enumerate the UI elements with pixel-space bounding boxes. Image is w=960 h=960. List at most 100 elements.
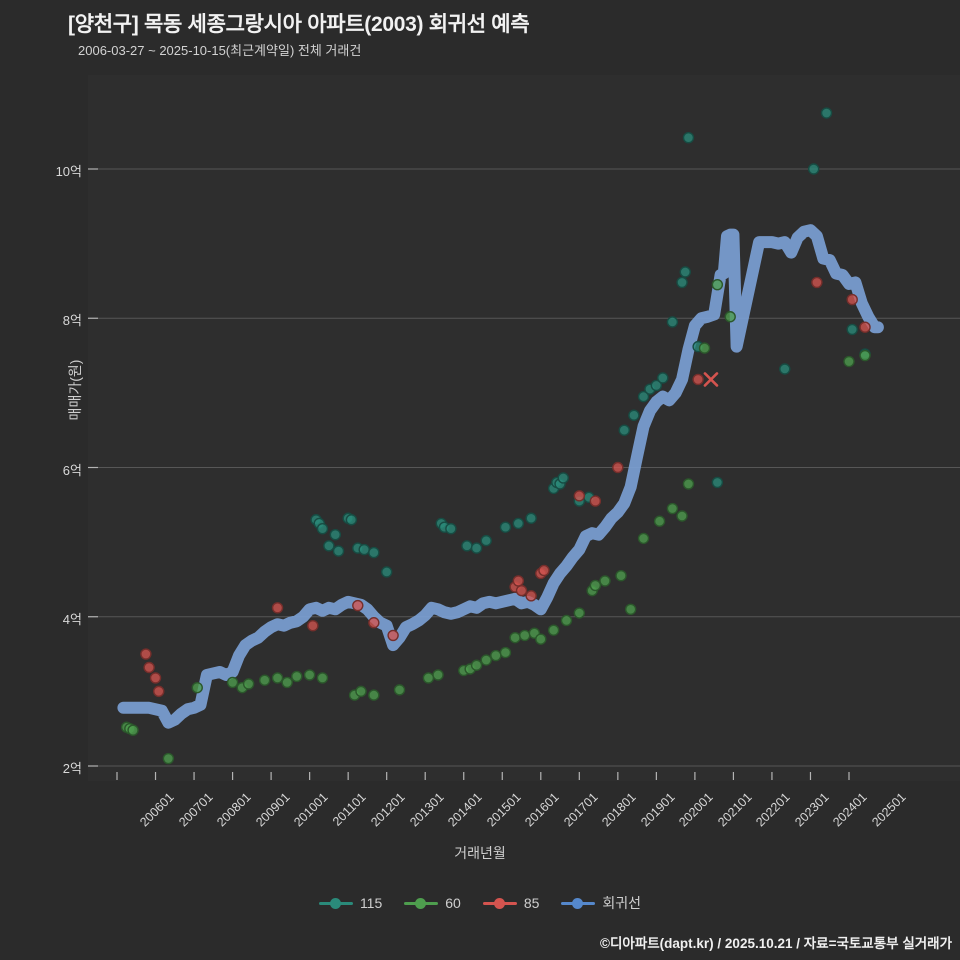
data-point xyxy=(676,510,688,522)
data-point xyxy=(682,131,695,144)
data-point xyxy=(535,633,547,645)
data-point xyxy=(711,278,724,291)
data-point xyxy=(525,512,537,524)
data-point xyxy=(573,607,586,619)
data-point xyxy=(127,724,139,736)
data-point xyxy=(612,461,624,474)
y-tick-marks xyxy=(88,168,98,767)
x-tick-label: 202301 xyxy=(792,790,832,830)
data-point xyxy=(316,672,329,684)
y-tick-label: 2억 xyxy=(62,761,82,776)
data-point xyxy=(258,674,271,686)
data-point xyxy=(599,575,611,587)
data-point xyxy=(557,472,569,484)
data-point xyxy=(859,349,871,362)
data-point xyxy=(332,545,345,557)
data-point xyxy=(637,390,650,403)
data-point xyxy=(843,355,855,368)
data-point xyxy=(281,676,293,689)
data-point xyxy=(226,676,239,689)
data-point xyxy=(380,566,393,578)
x-tick-label: 201001 xyxy=(291,790,331,830)
data-point xyxy=(512,517,525,530)
data-point xyxy=(682,478,695,490)
data-point xyxy=(628,409,640,421)
legend-item-115[interactable]: 115 xyxy=(318,895,382,911)
x-tick-marks xyxy=(116,772,850,780)
gridlines xyxy=(88,168,960,767)
y-tick-label: 6억 xyxy=(62,462,82,478)
data-point xyxy=(153,685,165,698)
data-point xyxy=(666,316,679,328)
chart-plot-area xyxy=(88,75,960,781)
data-point xyxy=(846,293,858,306)
page-subtitle: 2006-03-27 ~ 2025-10-15(최근계약일) 전체 거래건 xyxy=(78,43,362,58)
data-point xyxy=(724,311,736,323)
data-point xyxy=(470,659,483,671)
data-point xyxy=(149,672,162,684)
x-tick-label: 201101 xyxy=(329,790,369,829)
data-point xyxy=(303,669,316,681)
data-point xyxy=(515,584,528,597)
data-point xyxy=(811,276,823,289)
data-point xyxy=(307,620,319,632)
footer-credit: ©디아파트(dapt.kr) / 2025.10.21 / 자료=국토교통부 실… xyxy=(600,936,952,951)
legend-swatch-icon xyxy=(318,896,353,910)
data-point xyxy=(143,661,155,674)
data-point xyxy=(387,629,399,642)
data-point xyxy=(271,602,284,614)
x-tick-label: 201601 xyxy=(522,790,562,830)
x-tick-label: 200701 xyxy=(175,790,216,830)
data-point xyxy=(368,546,380,559)
data-point xyxy=(191,681,203,694)
x-tick-label: 201801 xyxy=(599,790,639,830)
data-point xyxy=(162,752,175,765)
page-title: [양천구] 목동 세종그랑시아 아파트(2003) 회귀선 예측 xyxy=(68,13,530,36)
data-point xyxy=(859,321,871,333)
data-point xyxy=(589,495,602,507)
data-point xyxy=(650,379,663,392)
scatter-series-85 xyxy=(140,276,871,698)
x-tick-label: 202101 xyxy=(715,790,755,830)
x-axis-title: 거래년월 xyxy=(454,845,506,861)
y-tick-label: 4억 xyxy=(62,611,82,627)
data-point xyxy=(547,624,560,636)
data-point xyxy=(323,540,335,552)
data-point xyxy=(615,570,627,582)
legend-item-60[interactable]: 60 xyxy=(404,895,461,911)
chart-legend: 115 60 85 회귀선 xyxy=(0,893,960,913)
data-point xyxy=(666,502,679,515)
data-point xyxy=(560,614,573,627)
data-point xyxy=(820,107,833,119)
legend-item-85[interactable]: 85 xyxy=(482,895,539,911)
data-point xyxy=(368,689,380,701)
y-tick-label: 10억 xyxy=(55,164,82,179)
scatter-series-115 xyxy=(310,107,871,578)
x-tick-label: 202201 xyxy=(753,790,794,830)
data-point-marker-x xyxy=(703,372,719,387)
data-point xyxy=(432,669,444,681)
data-point xyxy=(499,521,512,533)
data-point xyxy=(329,528,342,541)
legend-item-회귀선[interactable]: 회귀선 xyxy=(561,893,641,913)
chart-canvas xyxy=(88,75,960,781)
data-point xyxy=(698,342,711,354)
scatter-series-60 xyxy=(120,278,871,765)
x-tick-label: 202001 xyxy=(676,790,716,830)
x-tick-label: 201501 xyxy=(483,790,524,830)
data-point xyxy=(470,542,483,554)
x-tick-label: 201201 xyxy=(368,790,408,830)
data-point xyxy=(316,522,329,535)
data-point xyxy=(445,522,457,535)
data-point xyxy=(480,654,492,666)
data-point xyxy=(538,564,550,577)
x-tick-label: 202401 xyxy=(830,790,871,830)
data-point xyxy=(291,670,303,683)
legend-swatch-icon xyxy=(404,896,439,910)
x-tick-label: 201901 xyxy=(638,790,678,830)
regression-line xyxy=(117,224,884,729)
data-point xyxy=(618,424,630,436)
x-tick-label: 200901 xyxy=(252,790,293,830)
